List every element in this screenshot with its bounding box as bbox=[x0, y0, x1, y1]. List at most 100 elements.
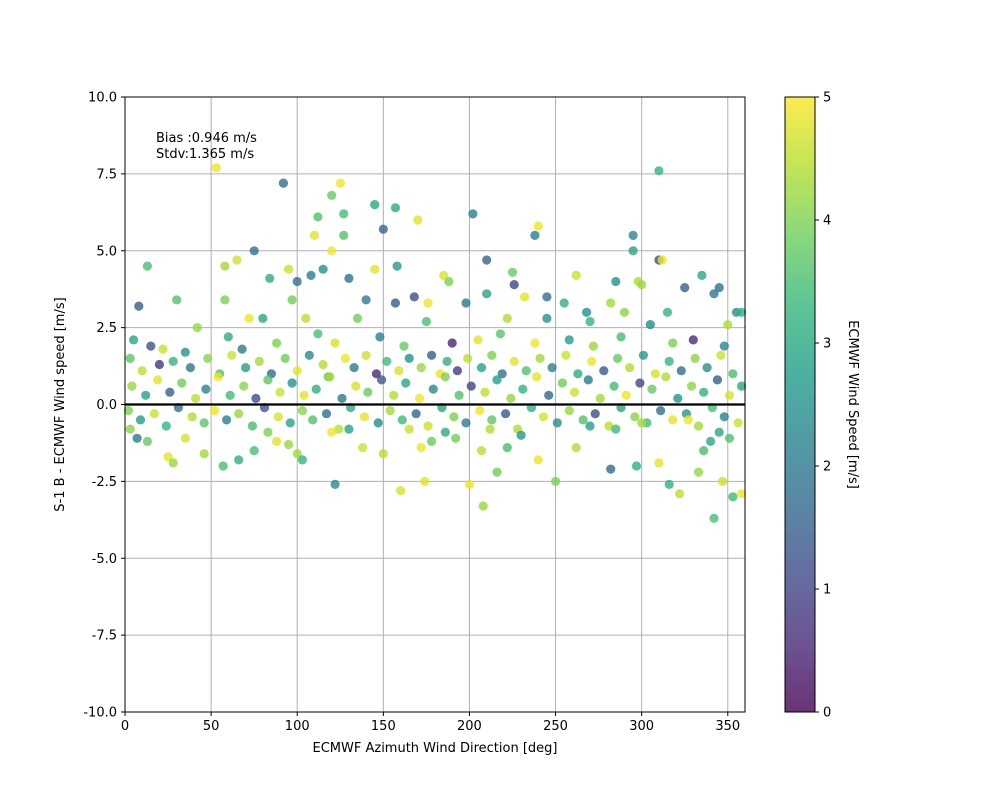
data-point bbox=[506, 393, 516, 403]
data-point bbox=[532, 372, 542, 382]
data-point bbox=[330, 479, 340, 489]
data-point bbox=[656, 406, 666, 416]
data-point bbox=[330, 338, 340, 348]
data-point bbox=[404, 424, 414, 434]
data-point bbox=[404, 353, 414, 363]
data-point bbox=[714, 427, 724, 437]
data-point bbox=[232, 255, 242, 265]
colorbar-tick-label: 3 bbox=[823, 337, 831, 352]
data-point bbox=[718, 476, 728, 486]
data-point bbox=[265, 273, 275, 283]
data-point bbox=[714, 283, 724, 293]
data-point bbox=[680, 283, 690, 293]
data-point bbox=[427, 436, 437, 446]
data-point bbox=[325, 372, 335, 382]
y-tick-label: -7.5 bbox=[92, 629, 117, 644]
data-point bbox=[444, 276, 454, 287]
data-point bbox=[249, 246, 259, 256]
data-point bbox=[421, 316, 431, 327]
data-point bbox=[440, 427, 450, 437]
y-tick-label: -5.0 bbox=[92, 552, 117, 567]
x-tick-label: 250 bbox=[543, 719, 568, 734]
data-point bbox=[509, 356, 519, 366]
data-point bbox=[516, 430, 526, 440]
data-point bbox=[313, 329, 323, 339]
data-point bbox=[702, 363, 712, 373]
data-point bbox=[218, 461, 228, 471]
data-point bbox=[321, 409, 332, 419]
data-point bbox=[203, 353, 213, 363]
data-point bbox=[292, 449, 302, 459]
data-point bbox=[466, 381, 476, 391]
data-point bbox=[564, 335, 574, 345]
x-axis-ticks: 0 50 100 150 200 250 300 350 bbox=[121, 712, 740, 734]
data-point bbox=[502, 313, 512, 323]
data-point bbox=[664, 356, 674, 366]
data-point bbox=[724, 390, 735, 400]
data-point bbox=[440, 372, 450, 382]
data-point bbox=[449, 412, 459, 422]
data-point bbox=[728, 369, 738, 379]
data-point bbox=[168, 356, 178, 366]
data-point bbox=[473, 335, 483, 345]
data-point bbox=[141, 390, 151, 400]
data-point bbox=[371, 369, 381, 379]
y-tick-label: 10.0 bbox=[88, 91, 117, 106]
data-point bbox=[340, 353, 350, 363]
data-point bbox=[676, 366, 686, 376]
data-point bbox=[709, 513, 719, 523]
data-point bbox=[349, 363, 359, 373]
data-point bbox=[587, 356, 597, 366]
data-point bbox=[154, 359, 164, 370]
x-tick-label: 50 bbox=[203, 719, 220, 734]
y-tick-label: 0.0 bbox=[96, 398, 117, 413]
data-point bbox=[394, 366, 404, 376]
data-point bbox=[239, 381, 249, 391]
data-point bbox=[697, 270, 707, 280]
bias-annotation: Bias :0.946 m/s bbox=[156, 131, 257, 146]
data-point bbox=[337, 393, 347, 403]
scatter-points bbox=[123, 163, 747, 523]
data-point bbox=[611, 276, 621, 287]
data-point bbox=[706, 436, 716, 446]
data-point bbox=[654, 458, 664, 468]
data-point bbox=[304, 350, 314, 360]
data-point bbox=[485, 424, 495, 434]
data-point bbox=[533, 221, 543, 231]
data-point bbox=[335, 178, 345, 188]
data-point bbox=[606, 464, 616, 474]
data-point bbox=[501, 409, 511, 419]
data-point bbox=[688, 335, 698, 345]
data-point bbox=[416, 443, 426, 453]
data-point bbox=[225, 390, 235, 400]
data-point bbox=[709, 289, 719, 299]
data-point bbox=[285, 418, 295, 428]
data-point bbox=[461, 418, 471, 428]
data-point bbox=[361, 295, 371, 305]
data-point bbox=[390, 298, 400, 308]
data-point bbox=[588, 341, 599, 351]
data-point bbox=[478, 501, 488, 511]
data-point bbox=[416, 363, 426, 373]
data-point bbox=[127, 381, 137, 391]
data-point bbox=[530, 230, 540, 240]
data-point bbox=[662, 307, 673, 317]
data-point bbox=[135, 415, 146, 425]
data-point bbox=[165, 387, 175, 397]
data-point bbox=[712, 375, 723, 385]
colorbar-tick-label: 0 bbox=[823, 706, 831, 721]
colorbar-ticks: 0 1 2 3 4 5 bbox=[815, 91, 831, 721]
data-point bbox=[530, 338, 540, 348]
data-point bbox=[657, 255, 667, 265]
data-point bbox=[480, 387, 490, 397]
data-point bbox=[604, 421, 614, 431]
data-point bbox=[668, 415, 678, 425]
data-point bbox=[544, 390, 554, 400]
data-point bbox=[299, 390, 309, 400]
data-point bbox=[414, 393, 425, 403]
data-point bbox=[582, 307, 592, 317]
data-point bbox=[352, 313, 363, 323]
colorbar-label: ECMWF Wind Speed [m/s] bbox=[845, 320, 860, 489]
data-point bbox=[468, 209, 478, 219]
data-point bbox=[309, 230, 319, 240]
